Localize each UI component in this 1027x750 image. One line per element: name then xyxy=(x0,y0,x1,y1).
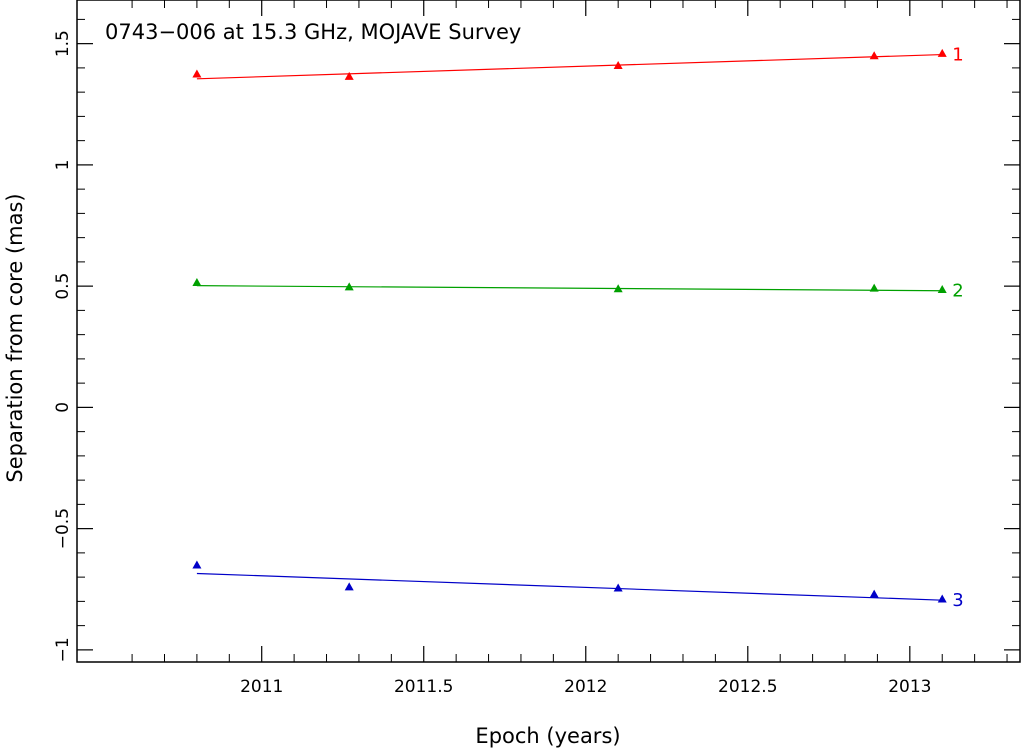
x-tick-label: 2013 xyxy=(888,677,931,697)
data-point xyxy=(613,60,623,69)
fit-line xyxy=(196,572,943,601)
y-tick-label: 1 xyxy=(53,159,73,170)
data-point xyxy=(192,560,202,569)
data-point xyxy=(344,282,354,291)
axis-ticks xyxy=(77,0,1020,662)
data-point xyxy=(937,594,947,603)
data-point xyxy=(937,285,947,294)
data-point xyxy=(869,51,879,60)
chart-title: 0743−006 at 15.3 GHz, MOJAVE Survey xyxy=(105,20,521,44)
data-point xyxy=(869,589,879,598)
data-point xyxy=(192,69,202,78)
y-tick-labels: −1 −0.5 0 0.5 1 1.5 xyxy=(53,30,73,662)
x-tick-labels: 2011 2011.5 2012 2012.5 2013 xyxy=(240,677,931,697)
series-3: 3 xyxy=(192,560,964,611)
x-tick-label: 2012.5 xyxy=(718,677,777,697)
series-1: 1 xyxy=(192,45,964,80)
y-tick-label: −1 xyxy=(53,637,73,662)
x-tick-label: 2011.5 xyxy=(394,677,453,697)
data-point xyxy=(613,284,623,293)
series-group: 1 2 3 xyxy=(192,45,964,611)
series-label: 3 xyxy=(952,590,963,611)
data-point xyxy=(937,48,947,57)
series-label: 2 xyxy=(952,281,963,302)
y-tick-label: 1.5 xyxy=(53,30,73,57)
plot-frame xyxy=(76,0,1021,663)
series-2: 2 xyxy=(192,278,964,302)
fit-line xyxy=(196,285,943,292)
x-tick-label: 2011 xyxy=(240,677,283,697)
y-tick-label: 0.5 xyxy=(53,273,73,300)
series-label: 1 xyxy=(952,45,963,66)
data-point xyxy=(613,583,623,592)
x-axis-title: Epoch (years) xyxy=(475,724,620,748)
data-point xyxy=(192,278,202,287)
x-tick-label: 2012 xyxy=(564,677,607,697)
data-point xyxy=(869,283,879,292)
y-axis-title: Separation from core (mas) xyxy=(3,193,27,482)
y-tick-label: −0.5 xyxy=(53,508,73,549)
data-point xyxy=(344,71,354,80)
fit-line xyxy=(196,53,943,80)
y-tick-label: 0 xyxy=(53,402,73,413)
data-point xyxy=(344,582,354,591)
